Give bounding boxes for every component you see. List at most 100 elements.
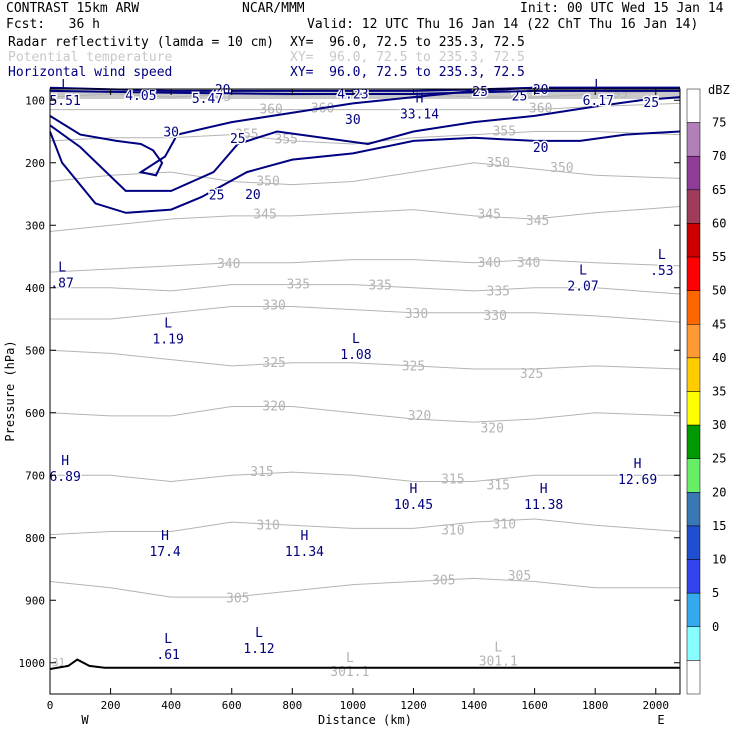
theta-contours: 305 305 305 310 310 310 315 315 315 320 320 320 325 3… xyxy=(49,87,681,680)
terrain-surface xyxy=(49,658,680,670)
colorbar-swatch-17 xyxy=(686,660,701,695)
y-tick-label-200: 200 xyxy=(25,157,45,170)
colorbar-swatch-13 xyxy=(686,525,701,560)
field-label-reflectivity: Radar reflectivity (lamda = 10 cm) xyxy=(8,35,275,50)
theta-label-310-1: 310 xyxy=(441,523,464,538)
y-tick-label-400: 400 xyxy=(25,282,45,295)
colorbar-level-25: 25 xyxy=(712,452,726,466)
theta-contour-320 xyxy=(49,406,681,423)
x-tick-label-800: 800 xyxy=(282,699,302,712)
extremum-type-9: L xyxy=(579,263,587,278)
theta-label-350-2: 350 xyxy=(550,161,573,176)
y-axis-label: Pressure (hPa) xyxy=(3,340,17,441)
extremum-type-0: L xyxy=(61,78,69,93)
theta-contour-335 xyxy=(50,284,681,295)
x-tick-label-0: 0 xyxy=(47,699,54,712)
colorbar-level-30: 30 xyxy=(712,418,726,432)
x-tick-label-1200: 1200 xyxy=(400,699,427,712)
colorbar-swatch-14 xyxy=(686,559,701,594)
theta-contour-350 xyxy=(49,162,681,186)
theta-label-340-2: 340 xyxy=(517,256,540,271)
colorbar-level-65: 65 xyxy=(712,183,726,197)
extremum-value-9: 2.07 xyxy=(567,279,598,294)
extremum-value-6: .87 xyxy=(50,276,73,291)
colorbar-swatch-15 xyxy=(686,592,701,628)
x-axis-label: Distance (km) xyxy=(318,713,412,727)
init-time: Init: 00 UTC Wed 15 Jan 14 xyxy=(520,1,724,16)
colorbar-unit: dBZ xyxy=(708,83,730,97)
chart-title: CONTRAST 15km ARW xyxy=(6,1,140,16)
axes: 0 200 400 600 800 1000 1200 1400 1600 1800 2000 100… xyxy=(19,89,680,712)
theta-contour-330 xyxy=(50,306,681,323)
wind-contour-label-25-2: 25 xyxy=(512,89,528,104)
theta-label-305-0: 305 xyxy=(226,591,249,606)
colorbar-swatch-11 xyxy=(686,458,701,493)
y-tick-label-500: 500 xyxy=(25,344,45,357)
x-tick-label-400: 400 xyxy=(161,699,181,712)
wind-contour-30 xyxy=(49,86,680,177)
wind-contour-label-30-1: 30 xyxy=(345,113,361,128)
y-tick-label-800: 800 xyxy=(25,532,45,545)
theta-surface-extremum-0: L xyxy=(346,651,354,666)
x-tick-label-2000: 2000 xyxy=(643,699,670,712)
theta-label-340-1: 340 xyxy=(477,256,500,271)
theta-label-360-0: 360 xyxy=(259,103,282,118)
colorbar-swatch-3 xyxy=(686,189,701,224)
extremum-value-18: 1.12 xyxy=(243,642,274,657)
theta-label-315-0: 315 xyxy=(250,465,273,480)
theta-label-345-2: 345 xyxy=(526,214,549,229)
y-tick-label-1000: 1000 xyxy=(19,657,46,670)
theta-contour-355 xyxy=(49,131,681,145)
theta-contour-315 xyxy=(50,471,680,483)
colorbar-swatch-4 xyxy=(686,223,701,258)
extremum-value-16: 11.34 xyxy=(285,545,324,560)
x-tick-label-200: 200 xyxy=(101,699,121,712)
theta-label-335-1: 335 xyxy=(368,278,391,293)
theta-label-325-1: 325 xyxy=(402,360,425,375)
theta-label-335-0: 335 xyxy=(287,278,310,293)
valid-time: Valid: 12 UTC Thu 16 Jan 14 (22 ChT Thu … xyxy=(307,17,699,32)
y-tick-label-300: 300 xyxy=(25,219,45,232)
field-xy-theta: XY= 96.0, 72.5 to 235.3, 72.5 xyxy=(290,50,525,65)
x-tick-label-1000: 1000 xyxy=(340,699,367,712)
organization: NCAR/MMM xyxy=(242,1,305,16)
theta-label-315-1: 315 xyxy=(441,473,464,488)
east-label: E xyxy=(657,713,664,727)
theta-surface-extremum-1: L xyxy=(494,641,502,656)
y-tick-label-700: 700 xyxy=(25,469,45,482)
x-tick-label-1600: 1600 xyxy=(521,699,548,712)
extremum-value-7: 1.19 xyxy=(152,333,183,348)
extremum-value-13: 11.38 xyxy=(524,498,563,513)
theta-contour-325 xyxy=(49,349,681,370)
colorbar-level-15: 15 xyxy=(712,519,726,533)
colorbar-swatch-10 xyxy=(686,424,701,459)
extremum-type-17: L xyxy=(164,632,172,647)
theta-contour-340 xyxy=(49,259,681,273)
x-tick-label-600: 600 xyxy=(222,699,242,712)
y-tick-label-900: 900 xyxy=(25,594,45,607)
colorbar-level-75: 75 xyxy=(712,116,726,130)
colorbar-swatch-6 xyxy=(686,290,701,325)
field-label-theta: Potential temperature xyxy=(8,50,173,65)
colorbar-level-20: 20 xyxy=(712,485,726,499)
colorbar-level-60: 60 xyxy=(712,216,726,230)
extremum-type-14: H xyxy=(634,457,642,472)
theta-label-305-1: 305 xyxy=(432,573,455,588)
plot-frame xyxy=(49,88,681,695)
colorbar-swatch-1 xyxy=(686,122,701,157)
extremum-type-12: H xyxy=(410,482,418,497)
extremum-type-6: L xyxy=(58,260,66,275)
extremum-value-17: .61 xyxy=(156,648,179,663)
colorbar-level-35: 35 xyxy=(712,385,726,399)
wind-contour-label-25-3: 25 xyxy=(643,96,659,111)
colorbar-level-40: 40 xyxy=(712,351,726,365)
theta-label-340-0: 340 xyxy=(217,257,240,272)
theta-label-310-2: 310 xyxy=(493,518,516,533)
y-tick-label-100: 100 xyxy=(25,94,45,107)
colorbar-level-55: 55 xyxy=(712,250,726,264)
colorbar-swatch-5 xyxy=(686,256,701,291)
theta-label-355-2: 355 xyxy=(493,125,516,140)
wind-contour-25 xyxy=(49,96,681,192)
